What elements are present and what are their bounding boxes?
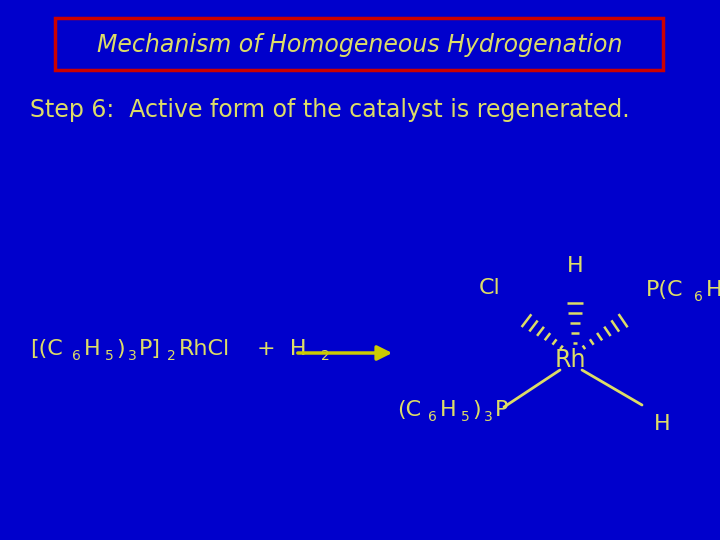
- Text: 2: 2: [320, 349, 329, 363]
- Text: 5: 5: [105, 349, 114, 363]
- Text: 3: 3: [127, 349, 136, 363]
- Text: 2: 2: [167, 349, 176, 363]
- Text: H: H: [567, 256, 583, 276]
- Text: Cl: Cl: [480, 278, 501, 298]
- Text: 5: 5: [461, 410, 469, 424]
- Text: 3: 3: [483, 410, 492, 424]
- Text: ): ): [117, 339, 125, 359]
- Text: H: H: [84, 339, 100, 359]
- Text: H: H: [706, 280, 720, 300]
- Text: P(C: P(C: [646, 280, 683, 300]
- Text: H: H: [654, 414, 670, 434]
- Text: ): ): [472, 400, 481, 420]
- Text: 6: 6: [72, 349, 81, 363]
- Text: Step 6:  Active form of the catalyst is regenerated.: Step 6: Active form of the catalyst is r…: [30, 98, 629, 122]
- Text: P]: P]: [139, 339, 161, 359]
- Text: P: P: [495, 400, 508, 420]
- Text: 6: 6: [428, 410, 437, 424]
- Text: (C: (C: [397, 400, 421, 420]
- Text: Mechanism of Homogeneous Hydrogenation: Mechanism of Homogeneous Hydrogenation: [97, 33, 623, 57]
- Text: RhCl: RhCl: [179, 339, 230, 359]
- FancyBboxPatch shape: [55, 18, 663, 70]
- Text: +  H: + H: [256, 339, 306, 359]
- Text: Rh: Rh: [554, 348, 586, 372]
- Text: 6: 6: [694, 290, 703, 304]
- Text: [(C: [(C: [30, 339, 63, 359]
- Text: H: H: [440, 400, 456, 420]
